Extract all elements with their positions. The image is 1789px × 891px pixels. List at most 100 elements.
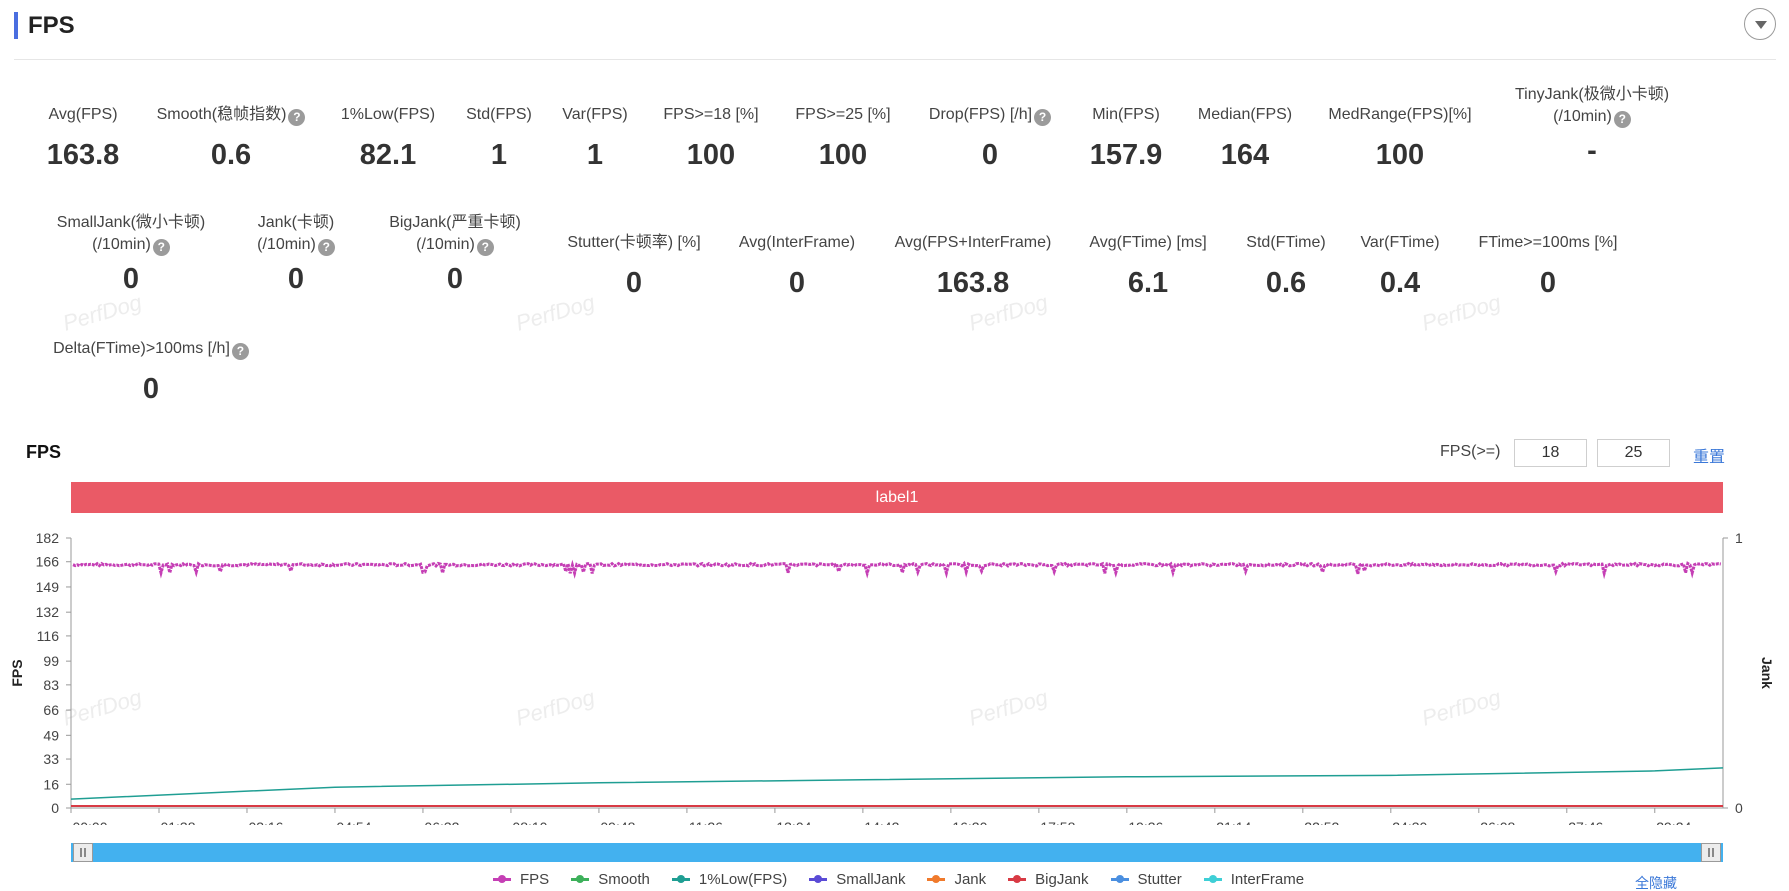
y-tick-label: 33 xyxy=(43,751,59,767)
metric-label: Smooth(稳帧指数)? xyxy=(81,104,381,126)
x-tick-label: 26:08 xyxy=(1480,819,1515,825)
header-accent-bar xyxy=(14,12,18,39)
help-icon[interactable]: ? xyxy=(476,239,494,256)
metric-value: - xyxy=(1587,135,1597,167)
metric-label: Std(FTime) xyxy=(1246,234,1326,251)
metric-label: Avg(InterFrame) xyxy=(738,234,856,251)
range-slider-left-handle[interactable] xyxy=(73,843,93,862)
metric-value: 0 xyxy=(287,263,305,295)
metric-card: Var(FPS) 1 xyxy=(445,104,745,172)
y-tick-label: 66 xyxy=(43,702,59,718)
metric-card: Jank(卡顿) (/10min)? 0 xyxy=(146,212,446,296)
metric-card: SmallJank(微小卡顿) (/10min)? 0 xyxy=(0,212,281,296)
metric-label: Avg(FPS+InterFrame) xyxy=(894,234,1052,251)
metric-card: Median(FPS) 164 xyxy=(1095,104,1395,172)
metric-label: Std(FPS) xyxy=(466,106,532,123)
y-tick-label: 49 xyxy=(43,727,59,743)
metric-card: Stutter(卡顿率) [%] 0 xyxy=(484,232,784,300)
metric-card: MedRange(FPS)[%] 100 xyxy=(1250,104,1550,172)
metric-label: Min(FPS) xyxy=(1092,106,1160,123)
range-slider-track[interactable] xyxy=(71,843,1723,862)
metric-card: FPS>=25 [%] 100 xyxy=(693,104,993,172)
y2-tick-label: 1 xyxy=(1735,530,1743,546)
metric-label: 1%Low(FPS) xyxy=(340,106,436,123)
legend-item[interactable]: InterFrame xyxy=(1203,871,1304,888)
metric-label: Avg(FPS) xyxy=(48,106,118,123)
help-icon[interactable]: ? xyxy=(288,109,306,126)
legend-item[interactable]: BigJank xyxy=(1008,871,1089,888)
x-tick-label: 14:42 xyxy=(864,819,899,825)
legend-item[interactable]: FPS xyxy=(493,871,549,888)
x-tick-label: 08:10 xyxy=(512,819,547,825)
x-tick-label: 01:38 xyxy=(160,819,195,825)
legend-label: 1%Low(FPS) xyxy=(698,871,788,888)
range-slider-right-handle[interactable] xyxy=(1701,843,1721,862)
metric-label: FPS>=25 [%] xyxy=(795,106,891,123)
chart-legend: FPS Smooth 1%Low(FPS) SmallJank Jank BigJank S… xyxy=(493,871,1326,888)
x-tick-label: 16:20 xyxy=(952,819,987,825)
section-header: FPS xyxy=(14,8,1776,60)
x-tick-label: 11:26 xyxy=(689,819,723,825)
x-tick-label: 27:46 xyxy=(1568,819,1603,825)
metric-label: Avg(FTime) [ms] xyxy=(1089,234,1207,251)
label-band[interactable]: label1 xyxy=(71,482,1723,513)
fps-chart[interactable]: 182 166 149 132 116 99 83 66 49 33 16 0 1 0 00:00 01:38… xyxy=(0,525,1789,825)
metric-value: 82.1 xyxy=(359,139,417,171)
legend-item[interactable]: Stutter xyxy=(1110,871,1182,888)
series-1pct-low xyxy=(70,767,1724,800)
x-tick-label: 03:16 xyxy=(248,819,283,825)
legend-item[interactable]: Jank xyxy=(927,871,986,888)
legend-item[interactable]: Smooth xyxy=(571,871,650,888)
metric-card: Min(FPS) 157.9 xyxy=(976,104,1276,172)
legend-swatch-icon xyxy=(927,875,946,883)
help-icon[interactable]: ? xyxy=(231,343,249,360)
legend-item[interactable]: 1%Low(FPS) xyxy=(671,871,788,888)
metric-card: Delta(FTime)>100ms [/h]? 0 xyxy=(1,338,301,406)
metric-value: 100 xyxy=(818,139,868,171)
metric-card: Drop(FPS) [/h]? 0 xyxy=(840,104,1140,172)
threshold-input-1[interactable] xyxy=(1514,439,1587,467)
metric-value: 0.6 xyxy=(210,139,252,171)
x-tick-label: 04:54 xyxy=(336,819,371,825)
y-tick-label: 149 xyxy=(36,579,60,595)
watermark: PerfDog xyxy=(59,289,145,336)
metric-card: Var(FTime) 0.4 xyxy=(1250,232,1550,300)
x-tick-label: 21:14 xyxy=(1216,819,1251,825)
legend-swatch-icon xyxy=(1008,875,1027,883)
y2-axis-label: Jank xyxy=(1759,657,1775,689)
chevron-down-icon[interactable] xyxy=(1744,8,1776,40)
hide-all-link[interactable]: 全隐藏 xyxy=(1635,875,1677,891)
metric-card: 1%Low(FPS) 82.1 xyxy=(238,104,538,172)
help-icon[interactable]: ? xyxy=(317,239,335,256)
help-icon[interactable]: ? xyxy=(1034,109,1052,126)
metric-value: 0 xyxy=(446,263,464,295)
legend-item[interactable]: SmallJank xyxy=(809,871,905,888)
metric-card: Avg(FPS+InterFrame) 163.8 xyxy=(823,232,1123,300)
metric-value: 163.8 xyxy=(936,267,1010,299)
threshold-input-2[interactable] xyxy=(1597,439,1670,467)
legend-swatch-icon xyxy=(571,875,590,883)
metric-label: Median(FPS) xyxy=(1197,106,1293,123)
legend-swatch-icon xyxy=(809,875,828,883)
y-tick-label: 182 xyxy=(36,530,60,546)
help-icon[interactable]: ? xyxy=(1613,111,1631,128)
metric-label: Stutter(卡顿率) [%] xyxy=(567,234,701,251)
metric-value: 0 xyxy=(1539,267,1557,299)
metric-card: Avg(InterFrame) 0 xyxy=(647,232,947,300)
metric-label: Delta(FTime)>100ms [/h]? xyxy=(1,338,301,360)
metric-label: TinyJank(极微小卡顿) xyxy=(1514,86,1670,103)
metric-card: FPS>=18 [%] 100 xyxy=(561,104,861,172)
y-tick-label: 132 xyxy=(36,604,60,620)
metric-card: Avg(FTime) [ms] 6.1 xyxy=(998,232,1298,300)
help-icon[interactable]: ? xyxy=(152,239,170,256)
legend-label: Stutter xyxy=(1137,871,1182,888)
chart-title: FPS xyxy=(26,442,62,462)
reset-link[interactable]: 重置 xyxy=(1693,449,1726,466)
x-tick-label: 17:58 xyxy=(1040,819,1075,825)
y-axis-label: FPS xyxy=(9,659,25,686)
metric-label: Drop(FPS) [/h]? xyxy=(840,104,1140,126)
metric-label-unit: (/10min)? xyxy=(0,234,281,256)
metric-card: Avg(FPS) 163.8 xyxy=(0,104,233,172)
metric-label: Jank(卡顿) xyxy=(257,214,335,231)
metric-label-unit: (/10min)? xyxy=(146,234,446,256)
